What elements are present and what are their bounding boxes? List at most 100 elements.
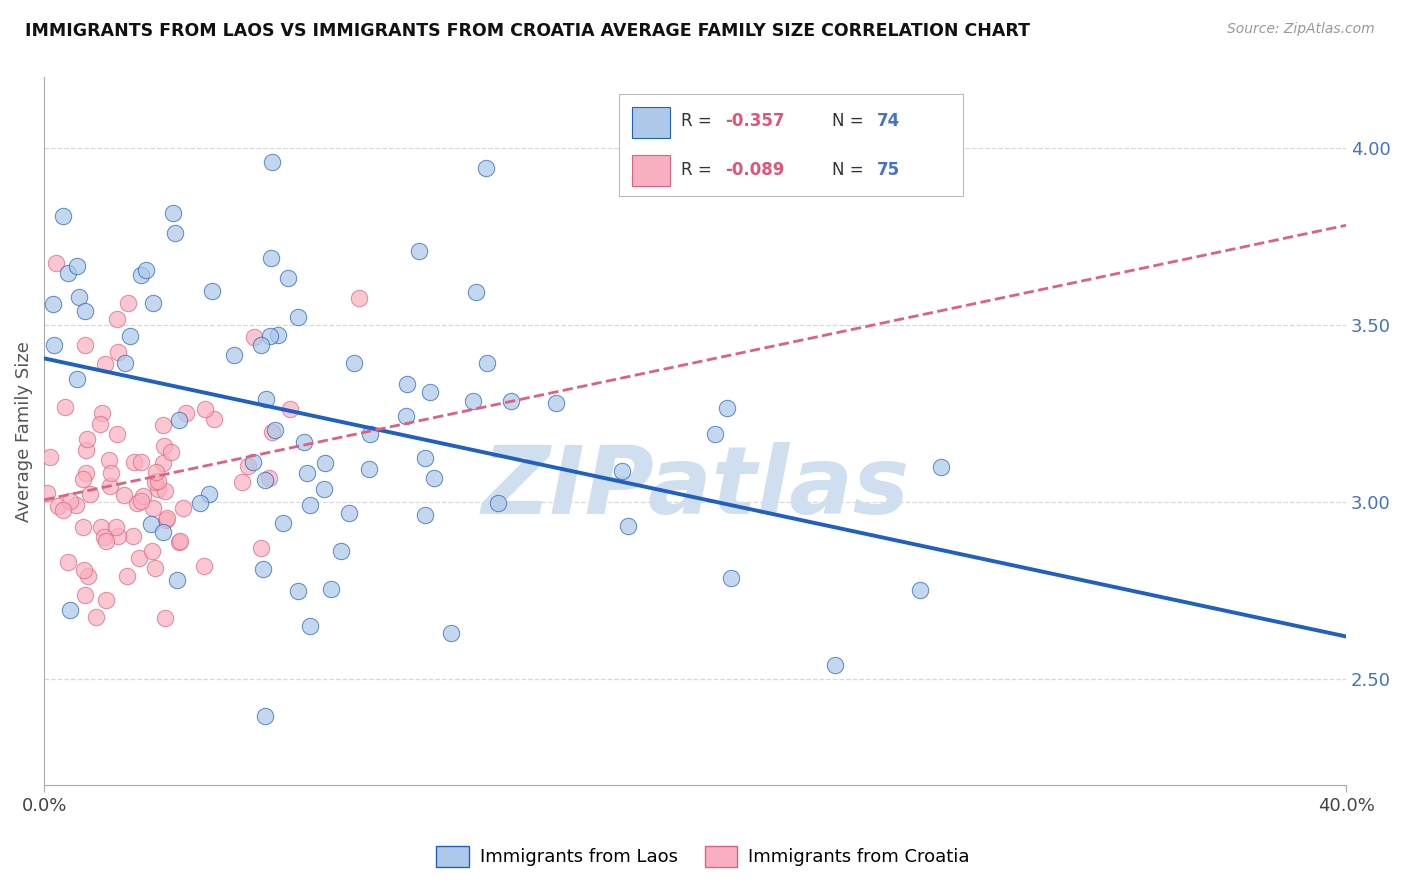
- Point: [152, 417, 174, 432]
- Point: [89, 417, 111, 431]
- Point: [395, 409, 418, 423]
- Point: [143, 560, 166, 574]
- Point: [357, 462, 380, 476]
- Point: [105, 520, 128, 534]
- Point: [343, 356, 366, 370]
- Point: [152, 524, 174, 539]
- Point: [423, 471, 446, 485]
- Point: [52, 502, 75, 516]
- Point: [166, 574, 188, 588]
- Point: [75, 466, 97, 480]
- Point: [298, 498, 321, 512]
- Point: [107, 529, 129, 543]
- Point: [249, 338, 271, 352]
- Point: [155, 511, 177, 525]
- Point: [169, 533, 191, 548]
- Point: [259, 329, 281, 343]
- Point: [277, 271, 299, 285]
- Point: [165, 226, 187, 240]
- Point: [720, 571, 742, 585]
- Point: [252, 562, 274, 576]
- Point: [35, 486, 58, 500]
- Text: R =: R =: [681, 161, 717, 178]
- Point: [93, 529, 115, 543]
- Point: [148, 474, 170, 488]
- Point: [59, 603, 82, 617]
- Point: [72, 563, 94, 577]
- Point: [44, 256, 66, 270]
- Text: IMMIGRANTS FROM LAOS VS IMMIGRANTS FROM CROATIA AVERAGE FAMILY SIZE CORRELATION : IMMIGRANTS FROM LAOS VS IMMIGRANTS FROM …: [25, 22, 1031, 40]
- Text: -0.357: -0.357: [725, 112, 785, 130]
- Point: [56, 267, 79, 281]
- Y-axis label: Average Family Size: Average Family Size: [15, 341, 32, 522]
- Point: [295, 466, 318, 480]
- Point: [419, 385, 441, 400]
- Legend: Immigrants from Laos, Immigrants from Croatia: Immigrants from Laos, Immigrants from Cr…: [429, 838, 977, 874]
- Point: [52, 209, 75, 223]
- Point: [250, 541, 273, 556]
- Point: [76, 432, 98, 446]
- Point: [314, 483, 336, 497]
- Point: [96, 534, 118, 549]
- Point: [287, 584, 309, 599]
- Point: [263, 423, 285, 437]
- Point: [155, 513, 177, 527]
- Point: [73, 304, 96, 318]
- Point: [155, 610, 177, 624]
- Point: [153, 439, 176, 453]
- Point: [167, 535, 190, 549]
- Point: [67, 290, 90, 304]
- Point: [128, 551, 150, 566]
- Point: [127, 496, 149, 510]
- Point: [93, 357, 115, 371]
- Point: [72, 472, 94, 486]
- Point: [65, 498, 87, 512]
- Point: [73, 588, 96, 602]
- Text: R =: R =: [681, 112, 717, 130]
- Point: [94, 592, 117, 607]
- Text: 75: 75: [877, 161, 900, 178]
- Point: [97, 453, 120, 467]
- Point: [337, 506, 360, 520]
- Point: [440, 626, 463, 640]
- Point: [117, 296, 139, 310]
- Point: [278, 402, 301, 417]
- Point: [298, 619, 321, 633]
- Text: N =: N =: [832, 161, 869, 178]
- Point: [616, 519, 638, 533]
- Point: [107, 311, 129, 326]
- Point: [287, 310, 309, 325]
- Point: [142, 500, 165, 515]
- Point: [38, 450, 60, 464]
- Text: ZIPatlas: ZIPatlas: [481, 442, 910, 533]
- Point: [141, 544, 163, 558]
- Point: [465, 285, 488, 299]
- Point: [198, 487, 221, 501]
- Point: [486, 496, 509, 510]
- Point: [112, 487, 135, 501]
- Point: [114, 356, 136, 370]
- Point: [72, 520, 94, 534]
- Point: [260, 425, 283, 439]
- Point: [329, 543, 352, 558]
- Point: [115, 569, 138, 583]
- Point: [202, 411, 225, 425]
- Point: [461, 393, 484, 408]
- Point: [142, 296, 165, 310]
- Point: [716, 401, 738, 416]
- Point: [172, 500, 194, 515]
- Point: [146, 482, 169, 496]
- Point: [610, 464, 633, 478]
- Point: [408, 244, 430, 259]
- Point: [53, 401, 76, 415]
- Point: [292, 434, 315, 449]
- Point: [347, 291, 370, 305]
- Bar: [633, 155, 671, 186]
- Point: [193, 559, 215, 574]
- Point: [162, 206, 184, 220]
- Point: [121, 528, 143, 542]
- Point: [143, 475, 166, 490]
- Point: [253, 473, 276, 487]
- Point: [929, 459, 952, 474]
- Point: [160, 444, 183, 458]
